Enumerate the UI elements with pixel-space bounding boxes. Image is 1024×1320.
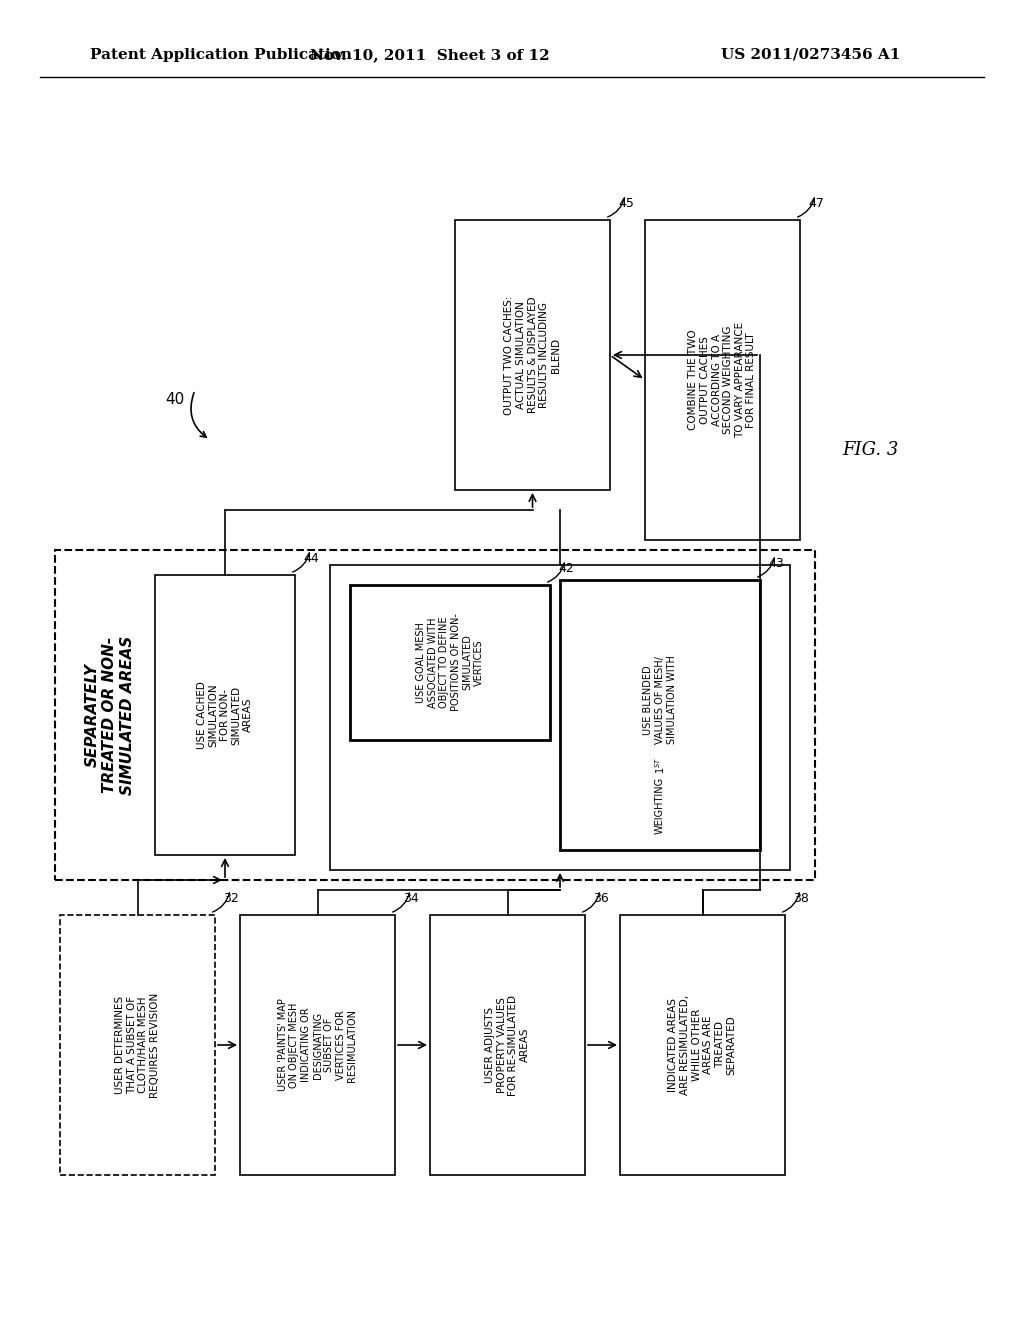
Text: 38: 38 xyxy=(793,892,809,906)
Text: SEPARATELY
TREATED OR NON-
SIMULATED AREAS: SEPARATELY TREATED OR NON- SIMULATED ARE… xyxy=(85,635,135,795)
Text: USE CACHED
SIMULATION
FOR NON-
SIMULATED
AREAS: USE CACHED SIMULATION FOR NON- SIMULATED… xyxy=(197,681,253,748)
Text: 40: 40 xyxy=(165,392,184,408)
Text: USE BLENDED
VALUES OF MESH/
SIMULATION WITH: USE BLENDED VALUES OF MESH/ SIMULATION W… xyxy=(643,656,677,744)
Bar xyxy=(350,585,550,741)
Text: 45: 45 xyxy=(618,197,634,210)
Text: 32: 32 xyxy=(223,892,239,906)
Text: 36: 36 xyxy=(593,892,608,906)
Text: INDICATED AREAS
ARE RESIMULATED,
WHILE OTHER
AREAS ARE
TREATED
SEPARATED: INDICATED AREAS ARE RESIMULATED, WHILE O… xyxy=(669,995,736,1096)
Text: FIG. 3: FIG. 3 xyxy=(842,441,898,459)
Text: US 2011/0273456 A1: US 2011/0273456 A1 xyxy=(721,48,900,62)
Text: COMBINE THE TWO
OUTPUT CACHES
ACCORDING TO A
SECOND WEIGHTING
TO VARY APPEARANCE: COMBINE THE TWO OUTPUT CACHES ACCORDING … xyxy=(688,322,757,438)
Text: 42: 42 xyxy=(558,562,573,576)
Text: USE GOAL MESH
ASSOCIATED WITH
OBJECT TO DEFINE
POSITIONS OF NON-
SIMULATED
VERTI: USE GOAL MESH ASSOCIATED WITH OBJECT TO … xyxy=(416,614,484,711)
Text: Nov. 10, 2011  Sheet 3 of 12: Nov. 10, 2011 Sheet 3 of 12 xyxy=(310,48,550,62)
Bar xyxy=(155,576,295,855)
Bar xyxy=(240,915,395,1175)
Bar xyxy=(55,550,815,880)
Bar xyxy=(620,915,785,1175)
Text: Patent Application Publication: Patent Application Publication xyxy=(90,48,352,62)
Bar xyxy=(560,579,760,850)
Text: 34: 34 xyxy=(403,892,419,906)
Bar xyxy=(330,565,790,870)
Bar xyxy=(645,220,800,540)
Text: USER 'PAINTS' MAP
ON OBJECT MESH
INDICATING OR
DESIGNATING
SUBSET OF
VERTICES FO: USER 'PAINTS' MAP ON OBJECT MESH INDICAT… xyxy=(278,998,357,1092)
Bar xyxy=(455,220,610,490)
Text: 1$^{ST}$: 1$^{ST}$ xyxy=(653,756,667,774)
Bar xyxy=(430,915,585,1175)
Text: 47: 47 xyxy=(808,197,824,210)
Text: 43: 43 xyxy=(768,557,783,570)
Text: USER ADJUSTS
PROPERTY VALUES
FOR RE-SIMULATED
AREAS: USER ADJUSTS PROPERTY VALUES FOR RE-SIMU… xyxy=(485,994,529,1096)
Text: WEIGHTING: WEIGHTING xyxy=(655,776,665,833)
Bar xyxy=(60,915,215,1175)
Text: 44: 44 xyxy=(303,552,318,565)
Text: OUTPUT TWO CACHES:
ACTUAL SIMULATION
RESULTS & DISPLAYED
RESULTS INCLUDING
BLEND: OUTPUT TWO CACHES: ACTUAL SIMULATION RES… xyxy=(504,296,561,414)
Text: USER DETERMINES
THAT A SUBSET OF
CLOTH/HAIR MESH
REQUIRES REVISION: USER DETERMINES THAT A SUBSET OF CLOTH/H… xyxy=(115,993,160,1098)
